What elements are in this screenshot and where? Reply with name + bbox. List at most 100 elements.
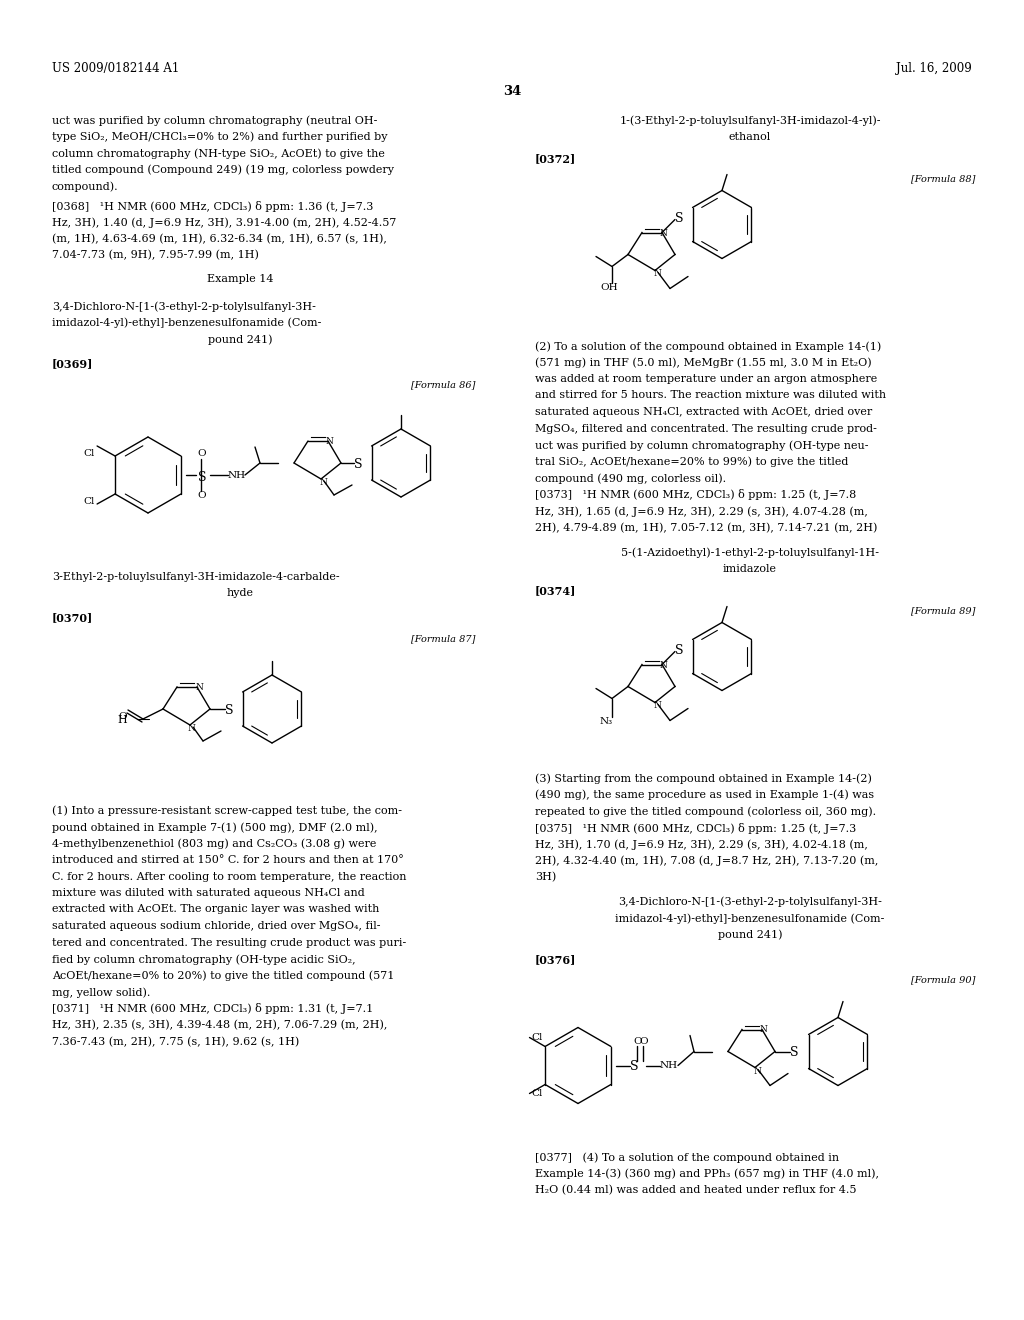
Text: pound obtained in Example 7-(1) (500 mg), DMF (2.0 ml),: pound obtained in Example 7-(1) (500 mg)… xyxy=(52,822,378,833)
Text: pound 241): pound 241) xyxy=(718,929,782,940)
Text: [0368]   ¹H NMR (600 MHz, CDCl₃) δ ppm: 1.36 (t, J=7.3: [0368] ¹H NMR (600 MHz, CDCl₃) δ ppm: 1.… xyxy=(52,201,374,211)
Text: S: S xyxy=(225,704,233,717)
Text: (1) Into a pressure-resistant screw-capped test tube, the com-: (1) Into a pressure-resistant screw-capp… xyxy=(52,805,402,816)
Text: 7.04-7.73 (m, 9H), 7.95-7.99 (m, 1H): 7.04-7.73 (m, 9H), 7.95-7.99 (m, 1H) xyxy=(52,249,259,260)
Text: 3H): 3H) xyxy=(535,873,556,882)
Text: [0376]: [0376] xyxy=(535,954,577,965)
Text: S: S xyxy=(675,213,683,226)
Text: O: O xyxy=(197,449,206,458)
Text: saturated aqueous NH₄Cl, extracted with AcOEt, dried over: saturated aqueous NH₄Cl, extracted with … xyxy=(535,407,872,417)
Text: [0372]: [0372] xyxy=(535,153,577,164)
Text: NH: NH xyxy=(228,471,246,480)
Text: [0374]: [0374] xyxy=(535,585,577,597)
Text: [Formula 87]: [Formula 87] xyxy=(411,634,475,643)
Text: S: S xyxy=(675,644,683,657)
Text: tral SiO₂, AcOEt/hexane=20% to 99%) to give the titled: tral SiO₂, AcOEt/hexane=20% to 99%) to g… xyxy=(535,457,848,467)
Text: N: N xyxy=(753,1067,761,1076)
Text: N: N xyxy=(195,682,203,692)
Text: S: S xyxy=(198,471,207,484)
Text: extracted with AcOEt. The organic layer was washed with: extracted with AcOEt. The organic layer … xyxy=(52,904,379,915)
Text: 7.36-7.43 (m, 2H), 7.75 (s, 1H), 9.62 (s, 1H): 7.36-7.43 (m, 2H), 7.75 (s, 1H), 9.62 (s… xyxy=(52,1036,299,1047)
Text: Cl: Cl xyxy=(83,498,94,506)
Text: Example 14: Example 14 xyxy=(207,275,273,285)
Text: and stirred for 5 hours. The reaction mixture was diluted with: and stirred for 5 hours. The reaction mi… xyxy=(535,391,886,400)
Text: pound 241): pound 241) xyxy=(208,334,272,345)
Text: Hz, 3H), 2.35 (s, 3H), 4.39-4.48 (m, 2H), 7.06-7.29 (m, 2H),: Hz, 3H), 2.35 (s, 3H), 4.39-4.48 (m, 2H)… xyxy=(52,1020,387,1031)
Text: Hz, 3H), 1.40 (d, J=6.9 Hz, 3H), 3.91-4.00 (m, 2H), 4.52-4.57: Hz, 3H), 1.40 (d, J=6.9 Hz, 3H), 3.91-4.… xyxy=(52,216,396,227)
Text: (571 mg) in THF (5.0 ml), MeMgBr (1.55 ml, 3.0 M in Et₂O): (571 mg) in THF (5.0 ml), MeMgBr (1.55 m… xyxy=(535,358,871,368)
Text: (2) To a solution of the compound obtained in Example 14-(1): (2) To a solution of the compound obtain… xyxy=(535,341,882,351)
Text: H: H xyxy=(118,715,127,725)
Text: 34: 34 xyxy=(503,84,521,98)
Text: O: O xyxy=(118,711,127,721)
Text: O: O xyxy=(633,1038,642,1047)
Text: fied by column chromatography (OH-type acidic SiO₂,: fied by column chromatography (OH-type a… xyxy=(52,954,355,965)
Text: 1-(3-Ethyl-2-p-toluylsulfanyl-3H-imidazol-4-yl)-: 1-(3-Ethyl-2-p-toluylsulfanyl-3H-imidazo… xyxy=(620,115,881,125)
Text: C. for 2 hours. After cooling to room temperature, the reaction: C. for 2 hours. After cooling to room te… xyxy=(52,871,407,882)
Text: 2H), 4.79-4.89 (m, 1H), 7.05-7.12 (m, 3H), 7.14-7.21 (m, 2H): 2H), 4.79-4.89 (m, 1H), 7.05-7.12 (m, 3H… xyxy=(535,523,878,533)
Text: uct was purified by column chromatography (OH-type neu-: uct was purified by column chromatograph… xyxy=(535,440,868,450)
Text: column chromatography (NH-type SiO₂, AcOEt) to give the: column chromatography (NH-type SiO₂, AcO… xyxy=(52,148,385,158)
Text: imidazol-4-yl)-ethyl]-benzenesulfonamide (Com-: imidazol-4-yl)-ethyl]-benzenesulfonamide… xyxy=(615,913,885,924)
Text: compound (490 mg, colorless oil).: compound (490 mg, colorless oil). xyxy=(535,473,726,483)
Text: N: N xyxy=(326,437,334,446)
Text: introduced and stirred at 150° C. for 2 hours and then at 170°: introduced and stirred at 150° C. for 2 … xyxy=(52,855,403,865)
Text: Cl: Cl xyxy=(531,1034,543,1043)
Text: N: N xyxy=(760,1026,768,1035)
Text: uct was purified by column chromatography (neutral OH-: uct was purified by column chromatograph… xyxy=(52,115,378,125)
Text: saturated aqueous sodium chloride, dried over MgSO₄, fil-: saturated aqueous sodium chloride, dried… xyxy=(52,921,381,931)
Text: was added at room temperature under an argon atmosphere: was added at room temperature under an a… xyxy=(535,374,878,384)
Text: O: O xyxy=(639,1038,647,1047)
Text: Cl: Cl xyxy=(531,1089,543,1098)
Text: N: N xyxy=(660,228,668,238)
Text: 3-Ethyl-2-p-toluylsulfanyl-3H-imidazole-4-carbalde-: 3-Ethyl-2-p-toluylsulfanyl-3H-imidazole-… xyxy=(52,572,340,582)
Text: N: N xyxy=(660,660,668,669)
Text: N: N xyxy=(653,701,660,710)
Text: N: N xyxy=(188,723,196,733)
Text: (m, 1H), 4.63-4.69 (m, 1H), 6.32-6.34 (m, 1H), 6.57 (s, 1H),: (m, 1H), 4.63-4.69 (m, 1H), 6.32-6.34 (m… xyxy=(52,234,387,244)
Text: hyde: hyde xyxy=(226,587,254,598)
Text: 4-methylbenzenethiol (803 mg) and Cs₂CO₃ (3.08 g) were: 4-methylbenzenethiol (803 mg) and Cs₂CO₃… xyxy=(52,838,377,849)
Text: repeated to give the titled compound (colorless oil, 360 mg).: repeated to give the titled compound (co… xyxy=(535,807,877,817)
Text: S: S xyxy=(630,1060,639,1073)
Text: Jul. 16, 2009: Jul. 16, 2009 xyxy=(896,62,972,75)
Text: 2H), 4.32-4.40 (m, 1H), 7.08 (d, J=8.7 Hz, 2H), 7.13-7.20 (m,: 2H), 4.32-4.40 (m, 1H), 7.08 (d, J=8.7 H… xyxy=(535,855,879,866)
Text: [0371]   ¹H NMR (600 MHz, CDCl₃) δ ppm: 1.31 (t, J=7.1: [0371] ¹H NMR (600 MHz, CDCl₃) δ ppm: 1.… xyxy=(52,1003,374,1015)
Text: AcOEt/hexane=0% to 20%) to give the titled compound (571: AcOEt/hexane=0% to 20%) to give the titl… xyxy=(52,970,394,981)
Text: O: O xyxy=(197,491,206,500)
Text: [Formula 89]: [Formula 89] xyxy=(910,606,975,615)
Text: Hz, 3H), 1.65 (d, J=6.9 Hz, 3H), 2.29 (s, 3H), 4.07-4.28 (m,: Hz, 3H), 1.65 (d, J=6.9 Hz, 3H), 2.29 (s… xyxy=(535,506,868,516)
Text: compound).: compound). xyxy=(52,181,119,191)
Text: OH: OH xyxy=(600,282,617,292)
Text: mg, yellow solid).: mg, yellow solid). xyxy=(52,987,151,998)
Text: [0377]   (4) To a solution of the compound obtained in: [0377] (4) To a solution of the compound… xyxy=(535,1152,839,1163)
Text: Cl: Cl xyxy=(83,449,94,458)
Text: Example 14-(3) (360 mg) and PPh₃ (657 mg) in THF (4.0 ml),: Example 14-(3) (360 mg) and PPh₃ (657 mg… xyxy=(535,1168,879,1179)
Text: N: N xyxy=(319,478,327,487)
Text: S: S xyxy=(790,1047,799,1060)
Text: [0373]   ¹H NMR (600 MHz, CDCl₃) δ ppm: 1.25 (t, J=7.8: [0373] ¹H NMR (600 MHz, CDCl₃) δ ppm: 1.… xyxy=(535,490,856,500)
Text: NH: NH xyxy=(660,1061,678,1071)
Text: (490 mg), the same procedure as used in Example 1-(4) was: (490 mg), the same procedure as used in … xyxy=(535,789,874,800)
Text: type SiO₂, MeOH/CHCl₃=0% to 2%) and further purified by: type SiO₂, MeOH/CHCl₃=0% to 2%) and furt… xyxy=(52,132,387,143)
Text: 5-(1-Azidoethyl)-1-ethyl-2-p-toluylsulfanyl-1H-: 5-(1-Azidoethyl)-1-ethyl-2-p-toluylsulfa… xyxy=(621,546,879,557)
Text: (3) Starting from the compound obtained in Example 14-(2): (3) Starting from the compound obtained … xyxy=(535,774,871,784)
Text: S: S xyxy=(354,458,362,471)
Text: mixture was diluted with saturated aqueous NH₄Cl and: mixture was diluted with saturated aqueo… xyxy=(52,888,365,898)
Text: N: N xyxy=(653,269,660,279)
Text: [Formula 86]: [Formula 86] xyxy=(411,380,475,389)
Text: US 2009/0182144 A1: US 2009/0182144 A1 xyxy=(52,62,179,75)
Text: 3,4-Dichloro-N-[1-(3-ethyl-2-p-tolylsulfanyl-3H-: 3,4-Dichloro-N-[1-(3-ethyl-2-p-tolylsulf… xyxy=(52,301,315,312)
Text: [0369]: [0369] xyxy=(52,359,93,370)
Text: [0370]: [0370] xyxy=(52,612,93,623)
Text: MgSO₄, filtered and concentrated. The resulting crude prod-: MgSO₄, filtered and concentrated. The re… xyxy=(535,424,877,433)
Text: [Formula 90]: [Formula 90] xyxy=(910,975,975,985)
Text: ethanol: ethanol xyxy=(729,132,771,141)
Text: imidazole: imidazole xyxy=(723,564,777,573)
Text: imidazol-4-yl)-ethyl]-benzenesulfonamide (Com-: imidazol-4-yl)-ethyl]-benzenesulfonamide… xyxy=(52,318,322,329)
Text: N₃: N₃ xyxy=(600,717,613,726)
Text: [0375]   ¹H NMR (600 MHz, CDCl₃) δ ppm: 1.25 (t, J=7.3: [0375] ¹H NMR (600 MHz, CDCl₃) δ ppm: 1.… xyxy=(535,822,856,833)
Text: 3,4-Dichloro-N-[1-(3-ethyl-2-p-tolylsulfanyl-3H-: 3,4-Dichloro-N-[1-(3-ethyl-2-p-tolylsulf… xyxy=(618,896,882,907)
Text: tered and concentrated. The resulting crude product was puri-: tered and concentrated. The resulting cr… xyxy=(52,937,407,948)
Text: titled compound (Compound 249) (19 mg, colorless powdery: titled compound (Compound 249) (19 mg, c… xyxy=(52,165,394,176)
